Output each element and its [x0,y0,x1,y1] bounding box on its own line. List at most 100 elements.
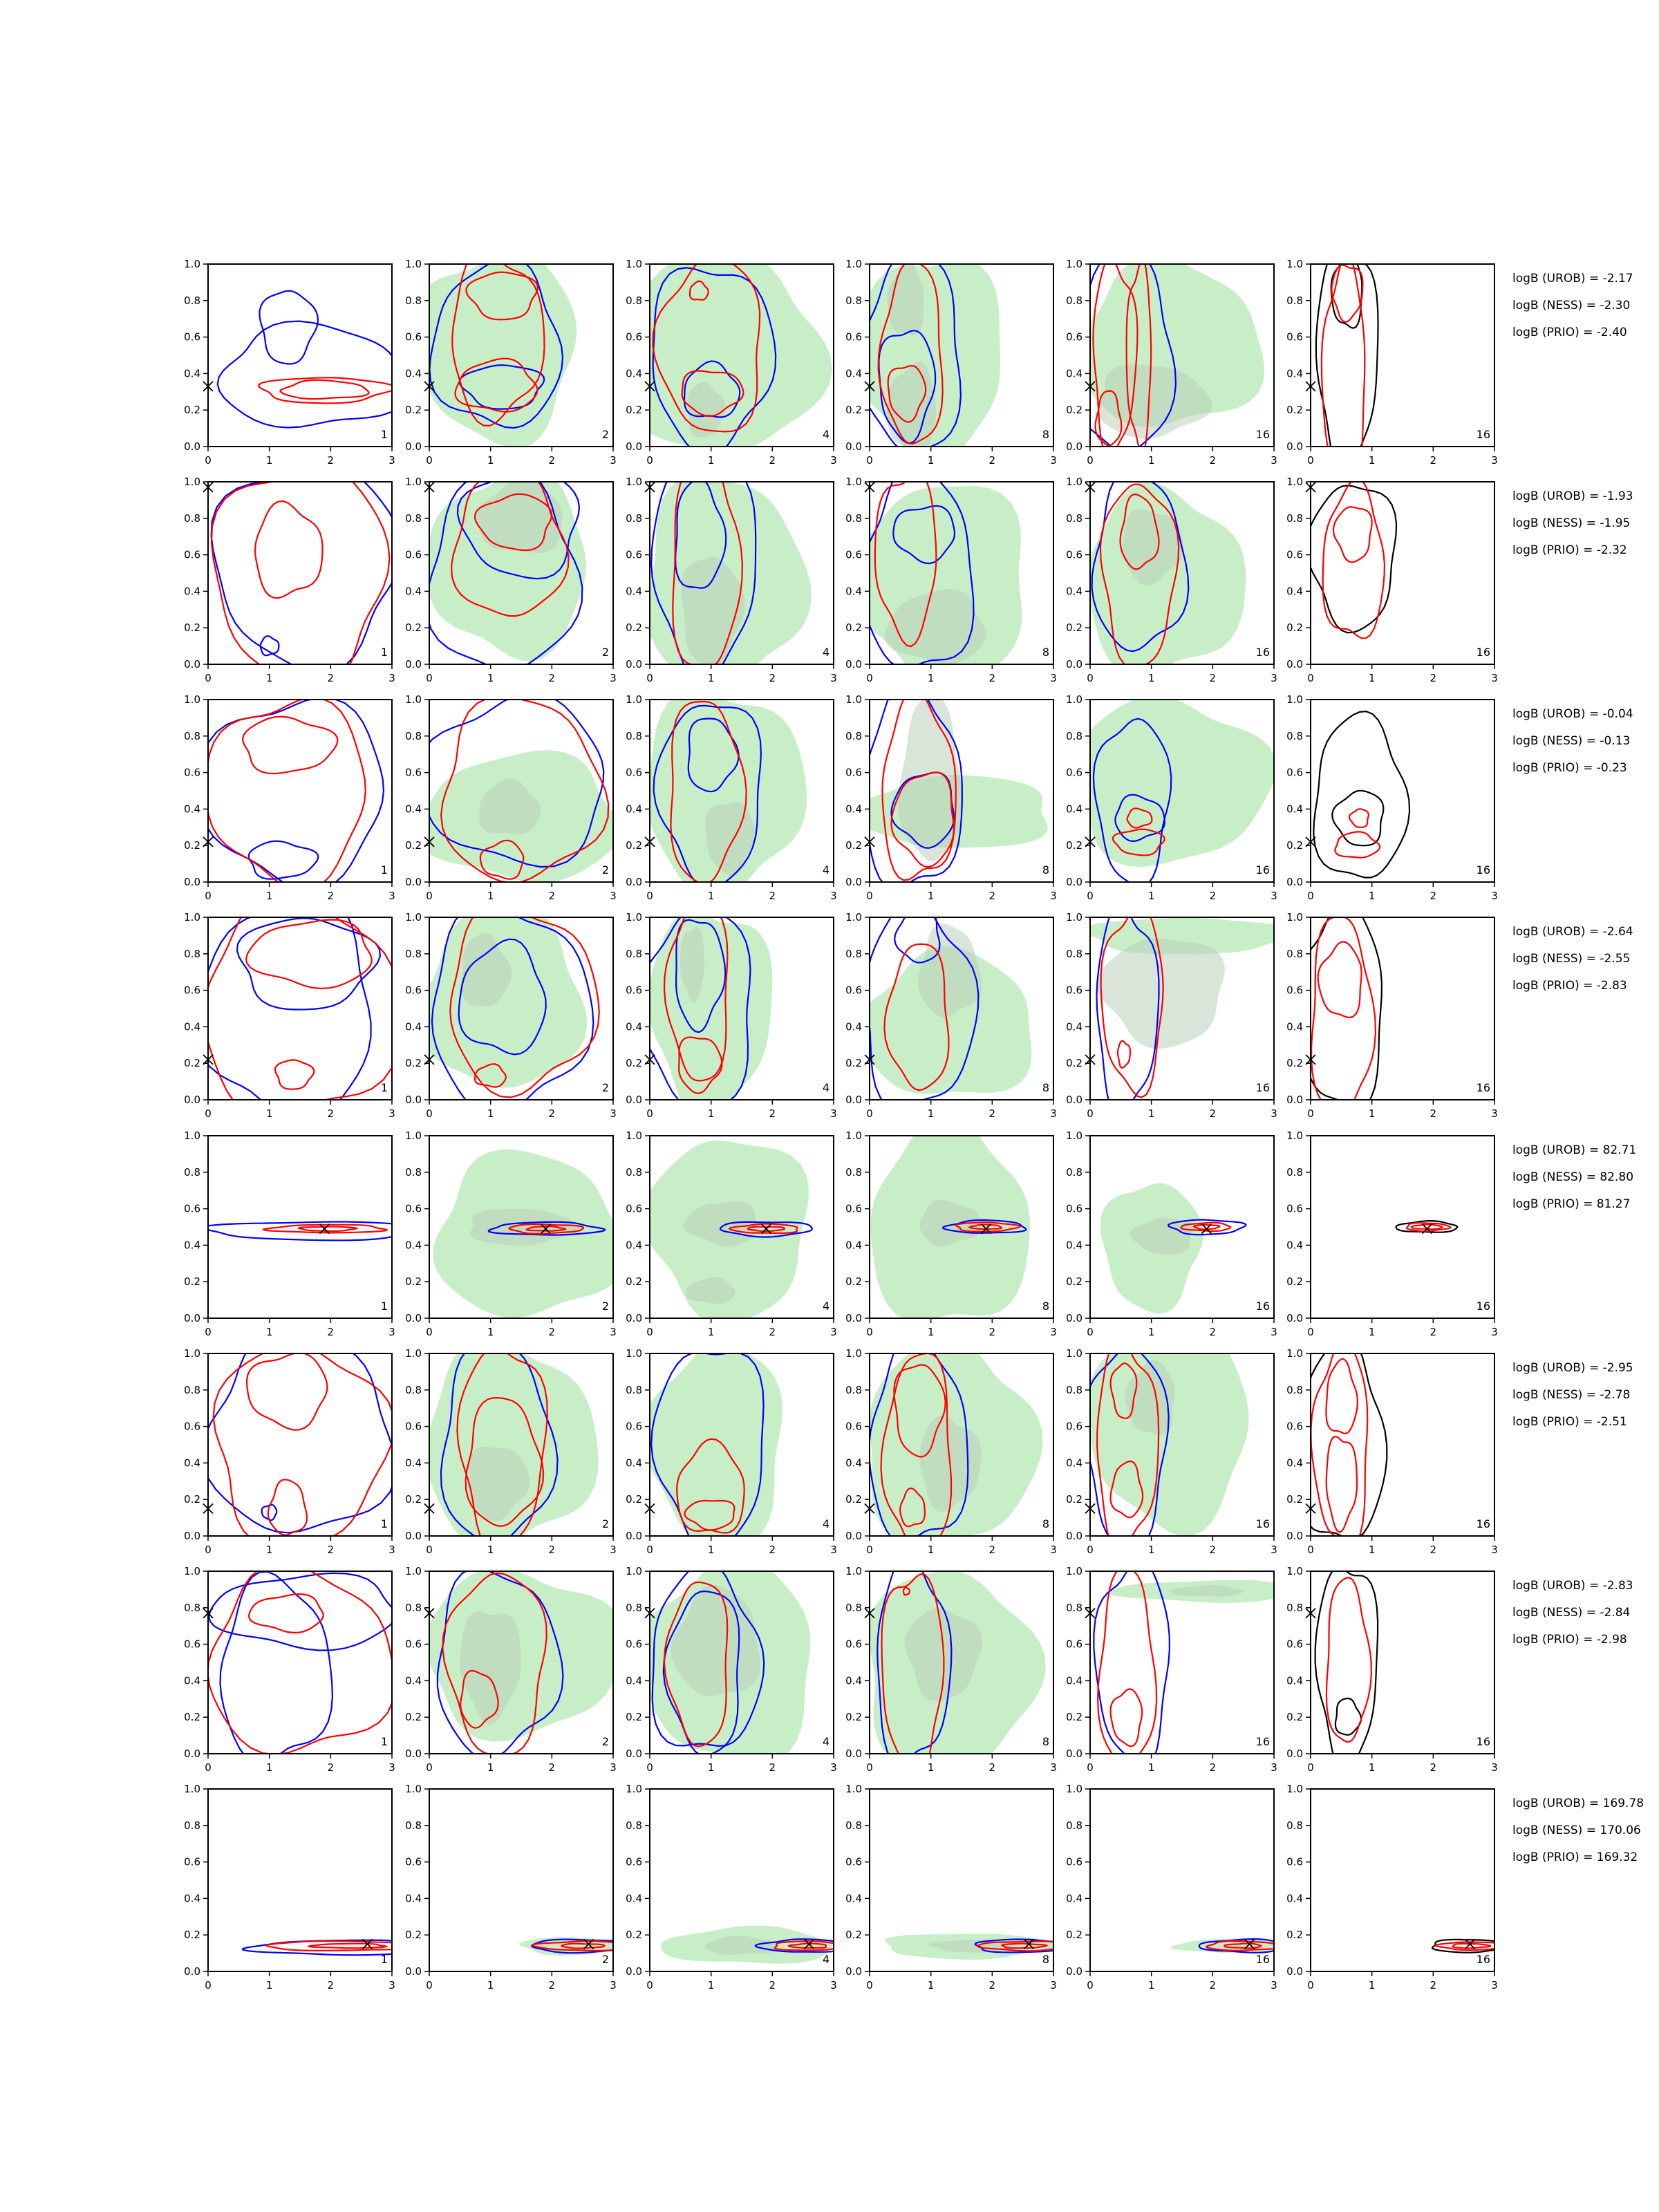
y-tick-label: 1.0 [845,693,862,706]
x-tick-label: 3 [388,672,395,684]
urob-contour [216,320,392,429]
logb-annotation: logB (UROB) = -2.64 [1512,925,1633,939]
y-tick-label: 1.0 [845,911,862,924]
y-tick-label: 0.4 [405,1674,422,1687]
y-tick-label: 0.8 [1286,294,1303,307]
x-tick-label: 3 [610,1107,617,1120]
x-tick-label: 1 [1148,890,1155,902]
panel-label: 1 [381,428,388,441]
y-tick-label: 0.2 [626,1493,642,1506]
truth-marker [1421,1224,1433,1235]
logb-annotation: logB (UROB) = -2.95 [1512,1361,1633,1375]
y-tick-label: 0.8 [405,948,422,960]
ness-contour [454,357,538,413]
y-tick-label: 0.4 [1286,1020,1303,1033]
panel-frame [1310,699,1495,883]
plot-area [650,1353,783,1536]
x-tick-label: 1 [266,1544,273,1556]
y-tick-label: 0.6 [405,1856,422,1868]
truth-marker [1244,1938,1255,1950]
y-tick-label: 0.6 [626,331,642,344]
x-tick-label: 3 [1050,1107,1057,1120]
ness-contour [1320,264,1366,447]
urob-contour [1198,1938,1274,1953]
density-shade [704,1936,779,1955]
prio-contour [1395,1219,1459,1233]
x-tick-label: 2 [989,1326,996,1338]
y-tick-label: 0.4 [845,1892,862,1904]
truth-marker [760,1224,772,1235]
x-tick-label: 0 [1307,890,1314,902]
ness-contour [1092,264,1138,447]
y-tick-label: 0.8 [626,512,642,525]
urob-contour [1092,718,1172,882]
ness-contour [465,271,539,321]
y-tick-label: 0.8 [1286,1384,1303,1396]
panel-r4-c6: 0 1 2 3 0.0 0.2 0.4 0.6 0.8 1.0 16 [1286,911,1498,1120]
ness-contour [1094,390,1123,447]
x-tick-label: 1 [708,890,715,902]
ness-contour [460,1669,499,1729]
y-tick-label: 0.0 [405,876,422,888]
y-tick-label: 0.4 [626,585,642,597]
density-shade [686,1277,736,1304]
x-tick-label: 3 [610,672,617,684]
y-tick-label: 0.4 [845,1456,862,1469]
logb-annotation: logB (UROB) = -2.17 [1512,272,1633,285]
y-tick-label: 0.8 [184,948,200,960]
panel-frame [429,1788,614,1972]
panel-frame [429,1135,614,1319]
logb-annotation: logB (PRIO) = 169.32 [1512,1850,1638,1864]
y-tick-label: 0.0 [405,1530,422,1542]
panel-frame [1310,917,1495,1100]
density-shade [460,933,512,1006]
plot-area [650,264,833,447]
x-tick-label: 1 [928,1761,935,1774]
x-tick-label: 2 [328,1544,335,1556]
x-tick-label: 2 [1210,672,1217,684]
x-tick-label: 0 [426,454,433,467]
y-tick-label: 1.0 [1286,693,1303,706]
density-shade [1125,1360,1175,1436]
plot-area [1315,264,1379,447]
x-tick-label: 3 [1050,1979,1057,1991]
ness-contour [479,839,525,880]
y-tick-label: 1.0 [405,1783,422,1795]
y-tick-label: 0.4 [1066,367,1082,379]
x-tick-label: 2 [769,1761,776,1774]
y-tick-label: 0.2 [845,1929,862,1941]
x-tick-label: 3 [1050,1761,1057,1774]
y-tick-label: 1.0 [1066,911,1082,924]
x-tick-label: 2 [1210,1544,1217,1556]
y-tick-label: 0.8 [1286,512,1303,525]
x-tick-label: 0 [1087,1107,1094,1120]
ness-contour [1206,1940,1274,1951]
x-tick-label: 3 [830,672,837,684]
urob-contour [429,482,583,664]
panel-label: 16 [1477,1517,1490,1530]
ness-contour [210,482,391,664]
panel-r7-c4: 0 1 2 3 0.0 0.2 0.4 0.6 0.8 1.0 8 [845,1565,1057,1774]
panel-frame [869,917,1054,1100]
x-tick-label: 3 [1491,1326,1498,1338]
panel-r5-c5: 0 1 2 3 0.0 0.2 0.4 0.6 0.8 1.0 16 [1066,1130,1277,1338]
y-tick-label: 0.2 [184,1057,200,1069]
x-tick-label: 3 [830,454,837,467]
y-tick-label: 0.8 [626,1166,642,1179]
panel-frame [1089,481,1275,665]
ness-contour [1112,828,1165,856]
x-tick-label: 3 [1271,1107,1277,1120]
x-tick-label: 0 [205,1979,212,1991]
x-tick-label: 3 [1271,1544,1277,1556]
y-tick-label: 0.8 [626,1384,642,1396]
prio-contour [1311,1353,1388,1536]
panel-label: 4 [823,863,830,877]
y-tick-label: 0.0 [845,1747,862,1760]
ness-contour [274,1059,315,1090]
x-tick-label: 0 [426,1761,433,1774]
ness-contour [1317,941,1362,1019]
y-tick-label: 0.8 [184,1384,200,1396]
urob-contour [650,482,757,664]
x-tick-label: 0 [426,672,433,684]
y-tick-label: 0.6 [845,1638,862,1651]
